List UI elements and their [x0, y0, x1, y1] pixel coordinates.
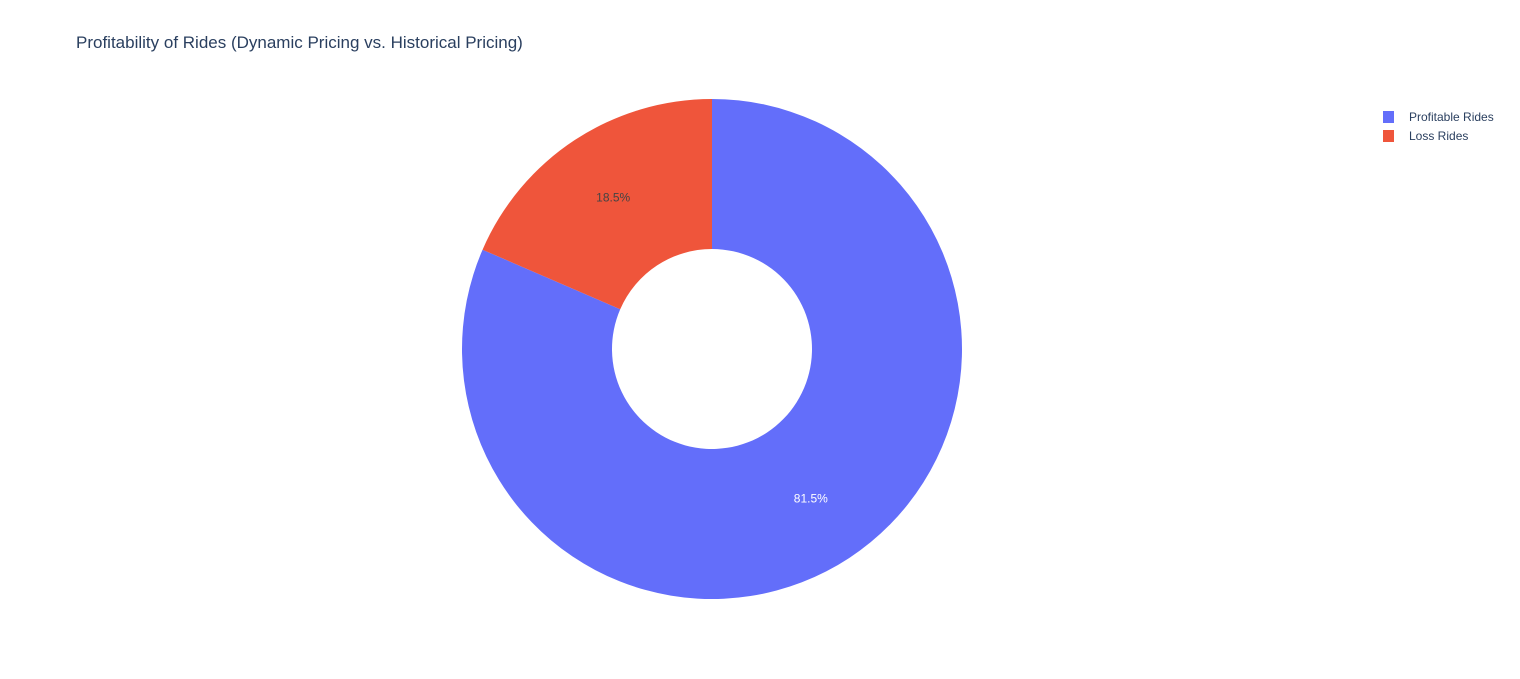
slice-label-profitable-rides: 81.5%	[794, 492, 828, 506]
legend-item-profitable-rides[interactable]: Profitable Rides	[1383, 107, 1494, 126]
slice-label-loss-rides: 18.5%	[596, 191, 630, 205]
legend: Profitable Rides Loss Rides	[1383, 107, 1494, 145]
legend-item-loss-rides[interactable]: Loss Rides	[1383, 126, 1494, 145]
slice-profitable-rides[interactable]	[461, 99, 963, 599]
legend-label-loss-rides: Loss Rides	[1409, 128, 1469, 143]
legend-swatch-loss-rides	[1383, 129, 1394, 142]
slice-loss-rides[interactable]	[482, 99, 712, 310]
legend-label-profitable-rides: Profitable Rides	[1409, 109, 1494, 124]
chart-title: Profitability of Rides (Dynamic Pricing …	[76, 33, 523, 52]
legend-swatch-profitable-rides	[1383, 110, 1394, 123]
